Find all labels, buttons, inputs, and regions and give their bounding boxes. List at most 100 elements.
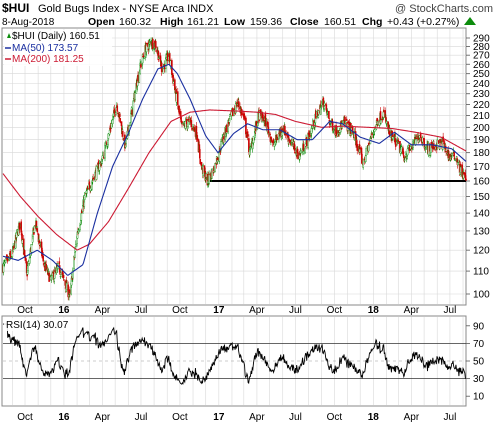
candle-down <box>314 111 317 119</box>
candle-up <box>27 261 30 264</box>
candle-up <box>344 121 347 123</box>
y-tick-label: 200 <box>473 123 490 134</box>
rsi-x-tick-label: 17 <box>213 412 225 423</box>
candle-down <box>40 241 43 248</box>
candle-up <box>421 137 424 143</box>
rsi-x-tick-label: Oct <box>172 412 188 423</box>
candle-down <box>465 178 467 181</box>
chg-label: Chg <box>362 16 382 28</box>
rsi-x-tick-label: Jul <box>289 412 302 423</box>
rsi-x-tick-label: Apr <box>404 412 420 423</box>
candle-down <box>232 108 234 117</box>
legend-rsi: RSI(14) 30.07 <box>6 320 69 331</box>
candle-up <box>424 148 427 150</box>
y-tick-label: 250 <box>473 69 490 80</box>
candle-up <box>409 146 412 150</box>
candle-up <box>175 93 178 103</box>
candle-down <box>328 110 330 119</box>
high-value: 161.21 <box>187 16 219 28</box>
candle-up <box>95 166 98 180</box>
y-tick-label: 170 <box>473 162 490 173</box>
candle-down <box>237 101 240 106</box>
rsi-x-tick-label: Apr <box>95 412 111 423</box>
candle-up <box>157 57 160 60</box>
candle-down <box>284 126 286 136</box>
candle-up <box>143 57 145 60</box>
candle-up <box>291 139 293 143</box>
candle-down <box>119 118 122 123</box>
candle-down <box>6 258 9 262</box>
candle-down <box>463 171 465 175</box>
triangle-up-icon <box>464 17 476 25</box>
candle-up <box>111 119 114 125</box>
candle-up <box>436 139 439 148</box>
quote-date: 8-Aug-2018 <box>2 17 55 28</box>
rsi-y-tick-label: 90 <box>473 321 485 332</box>
candle-down <box>223 136 225 140</box>
candle-up <box>338 130 341 133</box>
candle-up <box>39 243 42 245</box>
y-tick-label: 260 <box>473 60 490 71</box>
candle-down <box>391 134 394 137</box>
candle-up <box>252 136 255 144</box>
x-tick-label: 18 <box>368 305 380 316</box>
x-tick-label: Oct <box>172 305 188 316</box>
candle-down <box>9 251 11 256</box>
candle-up <box>311 120 314 129</box>
rsi-y-tick-label: 10 <box>473 392 485 403</box>
x-tick-label: Oct <box>17 305 33 316</box>
candle-down <box>67 284 69 298</box>
candle-up <box>273 142 276 147</box>
candle-down <box>226 124 228 133</box>
candle-legend-icon <box>7 33 11 38</box>
candle-down <box>174 79 176 91</box>
price-candles <box>2 37 467 301</box>
legend-ma50: MA(50) 173.57 <box>12 43 79 54</box>
candle-up <box>211 168 213 179</box>
candle-up <box>310 128 313 134</box>
candle-down <box>198 149 201 159</box>
candle-up <box>403 159 406 161</box>
candle-up <box>107 140 109 145</box>
candle-down <box>240 108 243 116</box>
candle-down <box>86 187 89 190</box>
candle-down <box>285 133 287 136</box>
candle-up <box>101 155 104 160</box>
candle-up <box>108 130 111 135</box>
candle-up <box>457 162 459 166</box>
candle-down <box>48 272 50 282</box>
candle-up <box>332 129 335 132</box>
x-tick-label: Oct <box>327 305 343 316</box>
candle-down <box>152 38 154 49</box>
candle-down <box>137 74 139 82</box>
y-tick-label: 100 <box>473 290 490 301</box>
x-tick-label: Apr <box>95 305 111 316</box>
candle-down <box>255 120 258 126</box>
candle-down <box>45 264 47 270</box>
candle-up <box>130 113 132 123</box>
rsi-x-tick-label: Jul <box>444 412 457 423</box>
candle-up <box>323 102 326 106</box>
candle-up <box>367 145 370 152</box>
candle-up <box>27 265 29 271</box>
candle-down <box>116 105 119 112</box>
candle-down <box>439 139 441 143</box>
open-label: Open <box>88 16 115 28</box>
candle-up <box>400 146 403 153</box>
rsi-x-tick-label: Oct <box>327 412 343 423</box>
candle-down <box>80 211 83 213</box>
rsi-y-tick-label: 30 <box>473 374 485 385</box>
candle-up <box>300 150 302 154</box>
candle-up <box>83 195 86 200</box>
candle-down <box>61 271 64 275</box>
candle-down <box>383 110 385 112</box>
candle-down <box>176 91 179 105</box>
candle-down <box>179 111 182 120</box>
candle-down <box>113 108 116 114</box>
candle-down <box>181 121 183 125</box>
chart-name: Gold Bugs Index - NYSE Arca INDX <box>38 3 214 15</box>
candle-up <box>79 224 81 230</box>
candle-down <box>264 113 267 127</box>
rsi-x-tick-label: 16 <box>58 412 70 423</box>
x-tick-label: Jul <box>289 305 302 316</box>
